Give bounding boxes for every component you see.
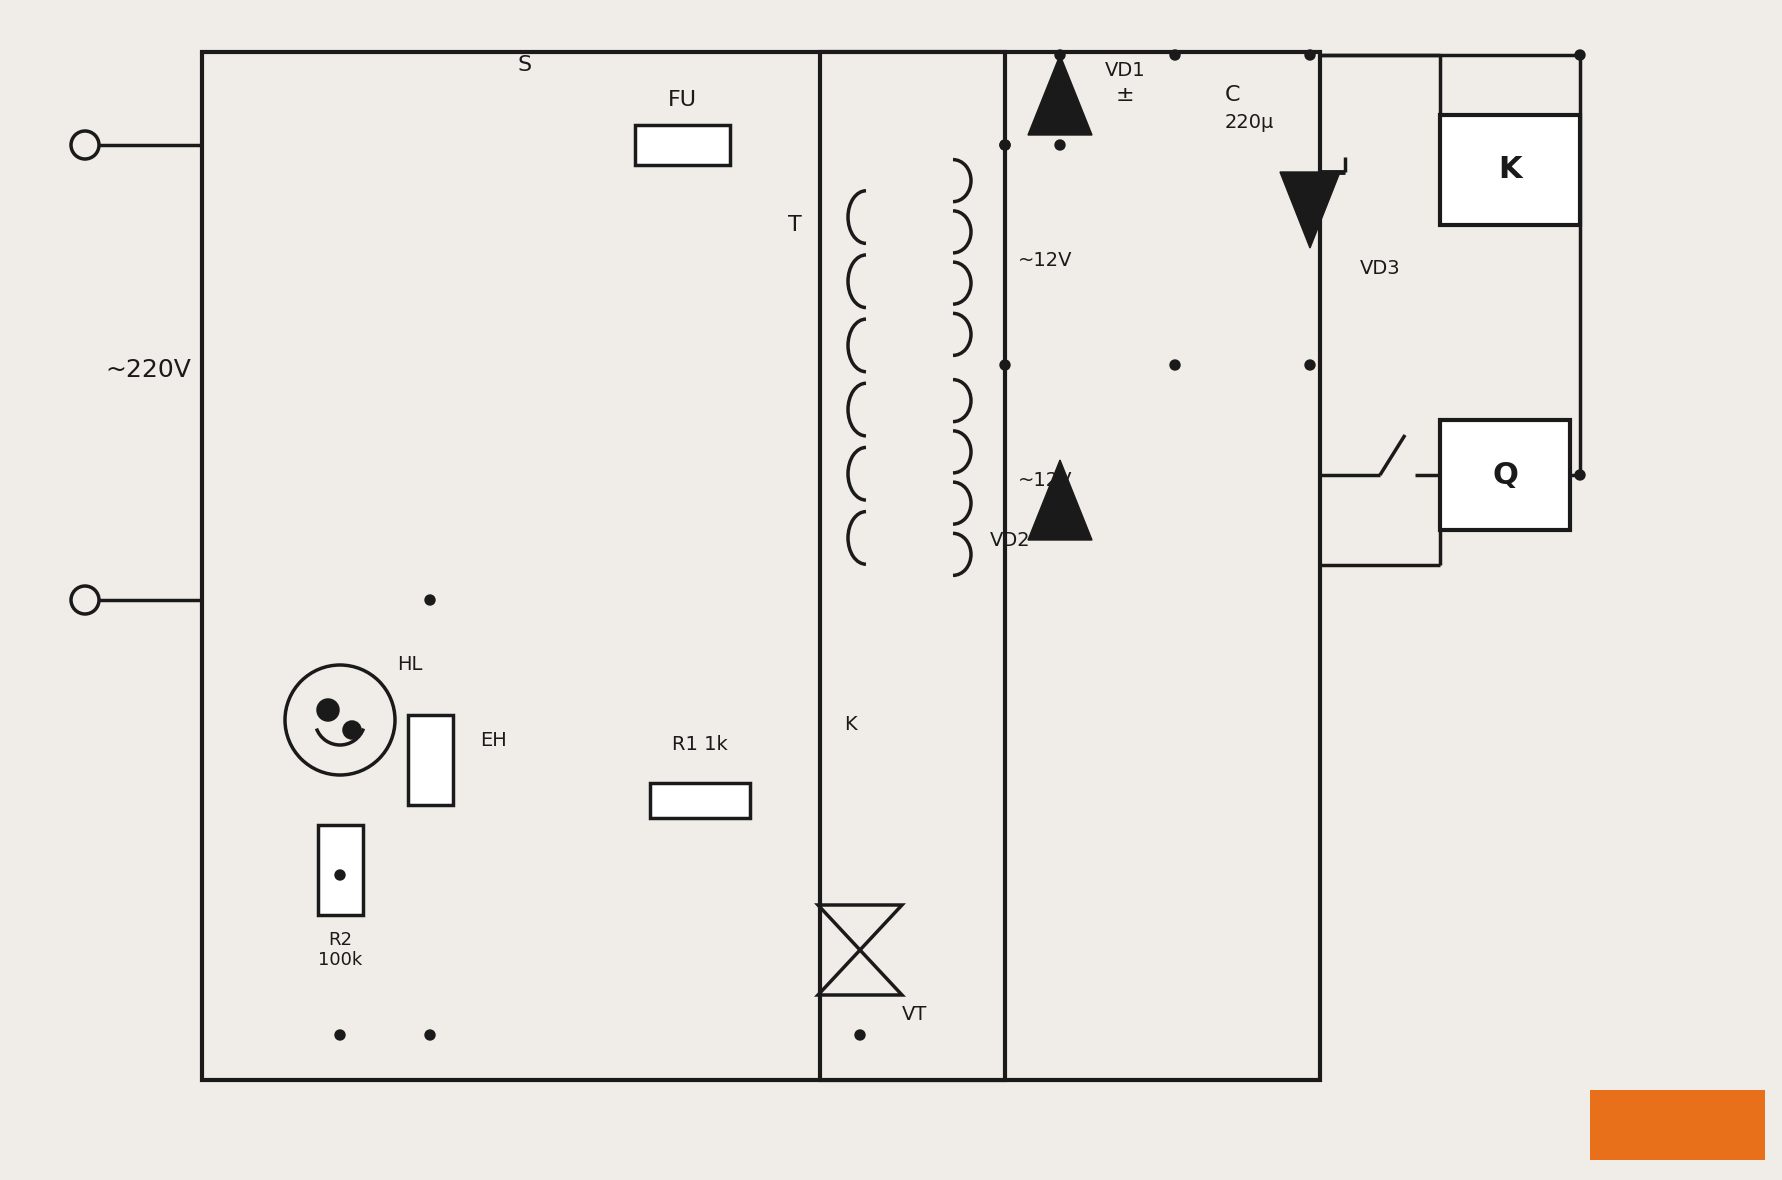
Bar — [634, 125, 731, 165]
Polygon shape — [1028, 460, 1092, 540]
Text: 100k: 100k — [317, 951, 362, 969]
Bar — [820, 52, 1005, 1080]
Circle shape — [1304, 360, 1315, 371]
Circle shape — [335, 1030, 346, 1040]
Text: 220μ: 220μ — [1224, 113, 1274, 132]
Text: 维库电子市场网: 维库电子市场网 — [1650, 1108, 1704, 1121]
Bar — [1590, 1090, 1764, 1160]
Circle shape — [1000, 140, 1010, 150]
Circle shape — [1000, 360, 1010, 371]
Circle shape — [855, 1030, 864, 1040]
Bar — [1440, 420, 1570, 530]
Circle shape — [424, 1030, 435, 1040]
Text: R2: R2 — [328, 931, 353, 949]
Text: Q: Q — [1492, 460, 1518, 490]
Circle shape — [1304, 50, 1315, 60]
Bar — [1440, 114, 1581, 225]
Text: T: T — [788, 215, 802, 235]
Text: VD3: VD3 — [1360, 258, 1401, 277]
Circle shape — [335, 870, 346, 880]
Circle shape — [1000, 140, 1010, 150]
Text: ~220V: ~220V — [105, 358, 191, 382]
Text: C: C — [1224, 85, 1240, 105]
Polygon shape — [1279, 172, 1340, 248]
Text: R1 1k: R1 1k — [672, 735, 727, 754]
Circle shape — [1575, 50, 1584, 60]
Circle shape — [317, 700, 339, 720]
Bar — [650, 784, 750, 818]
Text: VT: VT — [902, 1005, 928, 1024]
Text: ±: ± — [1116, 85, 1135, 105]
Circle shape — [1055, 140, 1066, 150]
Circle shape — [344, 722, 360, 738]
Circle shape — [1171, 50, 1180, 60]
Circle shape — [1575, 470, 1584, 480]
Circle shape — [1055, 50, 1066, 60]
Circle shape — [424, 595, 435, 605]
Text: ~12V: ~12V — [1018, 250, 1073, 269]
Text: VD2: VD2 — [989, 531, 1030, 550]
Bar — [201, 52, 1320, 1080]
Text: www.dzsc.com: www.dzsc.com — [1636, 1135, 1718, 1146]
Text: K: K — [1499, 156, 1522, 184]
Text: HL: HL — [397, 656, 422, 675]
Text: EH: EH — [479, 730, 506, 749]
Text: ~12V: ~12V — [1018, 471, 1073, 490]
Text: S: S — [519, 55, 533, 76]
Text: FU: FU — [668, 90, 697, 110]
Bar — [408, 715, 453, 805]
Text: K: K — [843, 715, 857, 734]
Circle shape — [1171, 360, 1180, 371]
Bar — [317, 825, 364, 914]
Text: VD1: VD1 — [1105, 60, 1146, 79]
Polygon shape — [1028, 55, 1092, 135]
